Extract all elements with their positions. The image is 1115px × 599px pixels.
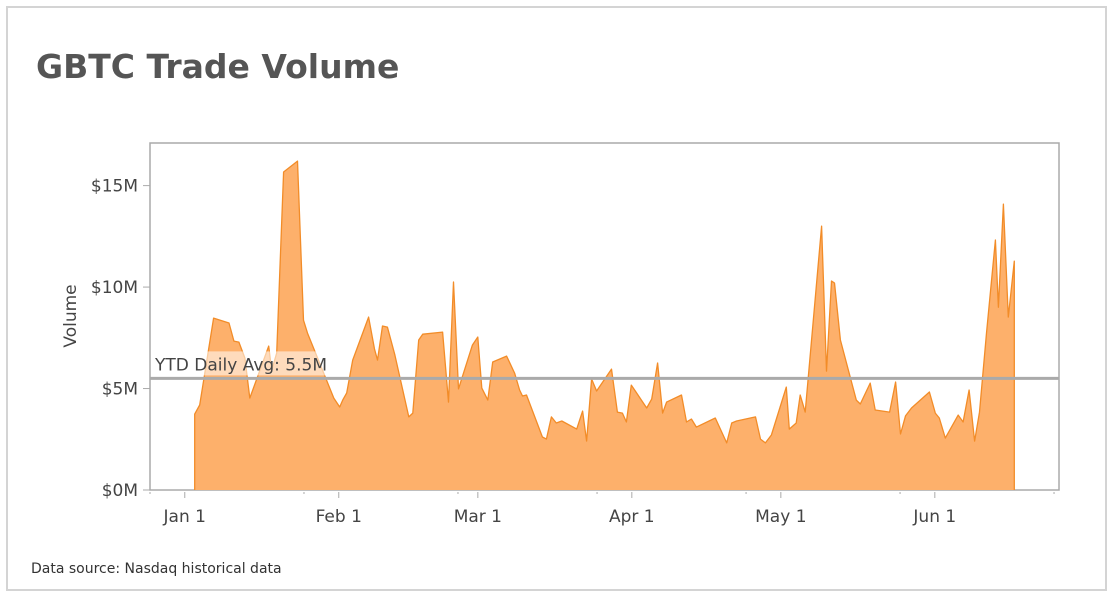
y-axis-label: Volume bbox=[61, 284, 81, 347]
y-axis: $0M $5M $10M $15M bbox=[91, 177, 150, 501]
avg-label-background bbox=[151, 351, 344, 376]
y-tick-label: $15M bbox=[91, 177, 138, 197]
y-tick-label: $0M bbox=[102, 481, 138, 501]
x-tick-label: Mar 1 bbox=[454, 507, 502, 527]
x-axis: Jan 1 Feb 1 Mar 1 Apr 1 May 1 Jun 1 bbox=[149, 492, 1055, 527]
chart-title: GBTC Trade Volume bbox=[36, 47, 400, 86]
avg-label: YTD Daily Avg: 5.5M bbox=[154, 355, 327, 375]
data-source-note: Data source: Nasdaq historical data bbox=[31, 561, 282, 577]
volume-area-series bbox=[194, 160, 1015, 490]
y-tick-label: $10M bbox=[91, 278, 138, 298]
x-tick-label: Jan 1 bbox=[163, 507, 206, 527]
x-tick-label: Jun 1 bbox=[912, 507, 956, 527]
ytd-average-reference: YTD Daily Avg: 5.5M bbox=[150, 351, 1059, 380]
area-line bbox=[194, 160, 1015, 490]
x-tick-label: Feb 1 bbox=[316, 507, 362, 527]
y-tick-label: $5M bbox=[102, 380, 138, 400]
x-tick-label: May 1 bbox=[755, 507, 806, 527]
chart-card bbox=[6, 6, 1107, 591]
x-tick-label: Apr 1 bbox=[609, 507, 655, 527]
area-fill bbox=[194, 161, 1015, 490]
